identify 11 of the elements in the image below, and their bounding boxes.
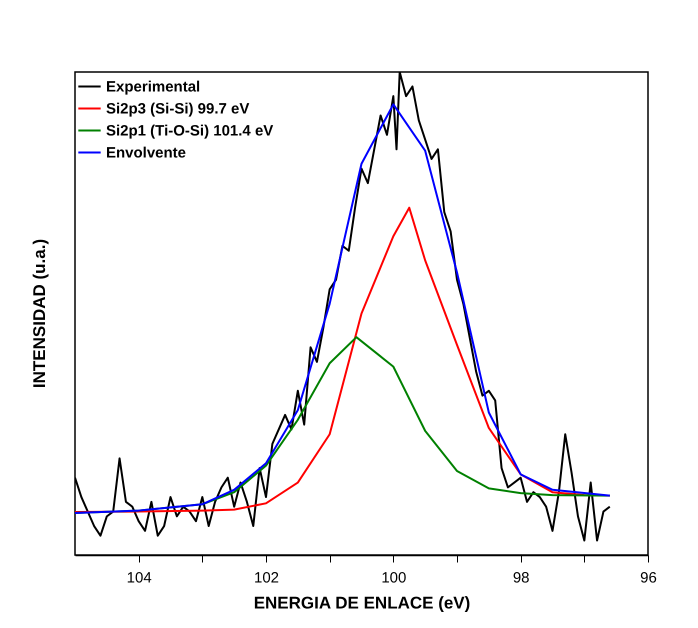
- legend-label: Envolvente: [106, 144, 186, 162]
- x-tick-label: 96: [640, 570, 657, 586]
- x-tick-label: 104: [126, 570, 152, 586]
- legend-label: Si2p3 (Si-Si) 99.7 eV: [106, 100, 250, 118]
- y-axis-title: INTENSIDAD (u.a.): [30, 238, 49, 388]
- x-tick-label: 102: [254, 570, 280, 586]
- x-axis-title: ENERGIA DE ENLACE (eV): [254, 594, 470, 612]
- legend-label: Experimental: [106, 78, 200, 96]
- x-tick-label: 98: [512, 570, 530, 586]
- x-tick-label: 100: [381, 570, 406, 586]
- legend-label: Si2p1 (Ti-O-Si) 101.4 eV: [106, 122, 274, 140]
